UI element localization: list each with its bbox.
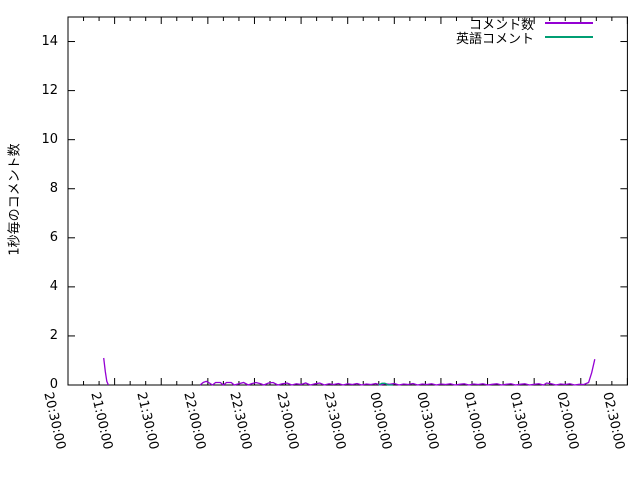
y-tick-label: 12 bbox=[41, 82, 58, 98]
y-tick-label: 4 bbox=[49, 278, 58, 294]
legend-line-sample-comments bbox=[545, 22, 593, 24]
legend-label-english-comments: 英語コメント bbox=[455, 31, 534, 47]
y-tick-label: 0 bbox=[49, 377, 58, 392]
legend-entry-english-comments: 英語コメント bbox=[455, 30, 593, 47]
legend-entry-comments: コメント数 bbox=[456, 16, 593, 33]
y-tick-label: 8 bbox=[49, 180, 58, 196]
y-tick-label: 6 bbox=[49, 229, 58, 245]
legend: コメント数 英語コメント bbox=[455, 16, 593, 47]
plot-border bbox=[67, 16, 628, 386]
y-tick-label: 2 bbox=[49, 327, 58, 343]
legend-line-sample-english-comments bbox=[545, 36, 593, 38]
legend-label-comments: コメント数 bbox=[468, 17, 534, 33]
y-tick-label: 14 bbox=[41, 33, 58, 49]
y-axis-title: 1秒毎のコメント数 bbox=[7, 143, 23, 256]
series-line-1 bbox=[378, 382, 393, 386]
series-line-0 bbox=[103, 357, 109, 386]
series-line-0 bbox=[199, 359, 596, 386]
y-tick-label: 10 bbox=[41, 131, 58, 147]
